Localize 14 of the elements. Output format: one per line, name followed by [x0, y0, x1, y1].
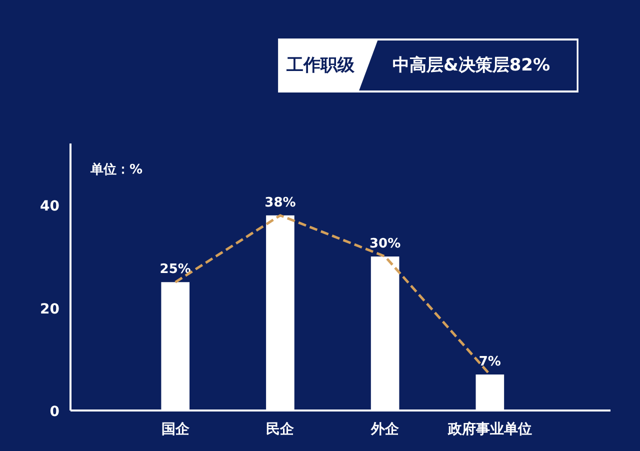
y-tick-label: 20 — [40, 301, 60, 318]
chart-title: 工作职级 — [285, 56, 356, 76]
x-tick-label: 外企 — [370, 422, 400, 438]
y-axis-title: 单位：% — [90, 162, 143, 178]
data-label: 25% — [160, 262, 191, 278]
data-label: 7% — [478, 354, 501, 370]
y-tick-label: 40 — [40, 198, 60, 215]
data-label: 30% — [370, 236, 401, 252]
y-tick-label: 0 — [50, 404, 60, 420]
x-tick-label: 国企 — [161, 422, 190, 438]
chart-subtitle: 中高层&决策层82% — [392, 56, 550, 76]
x-tick-label: 民企 — [266, 422, 296, 438]
x-tick-label: 政府事业单位 — [446, 420, 532, 438]
data-label: 38% — [264, 195, 296, 210]
